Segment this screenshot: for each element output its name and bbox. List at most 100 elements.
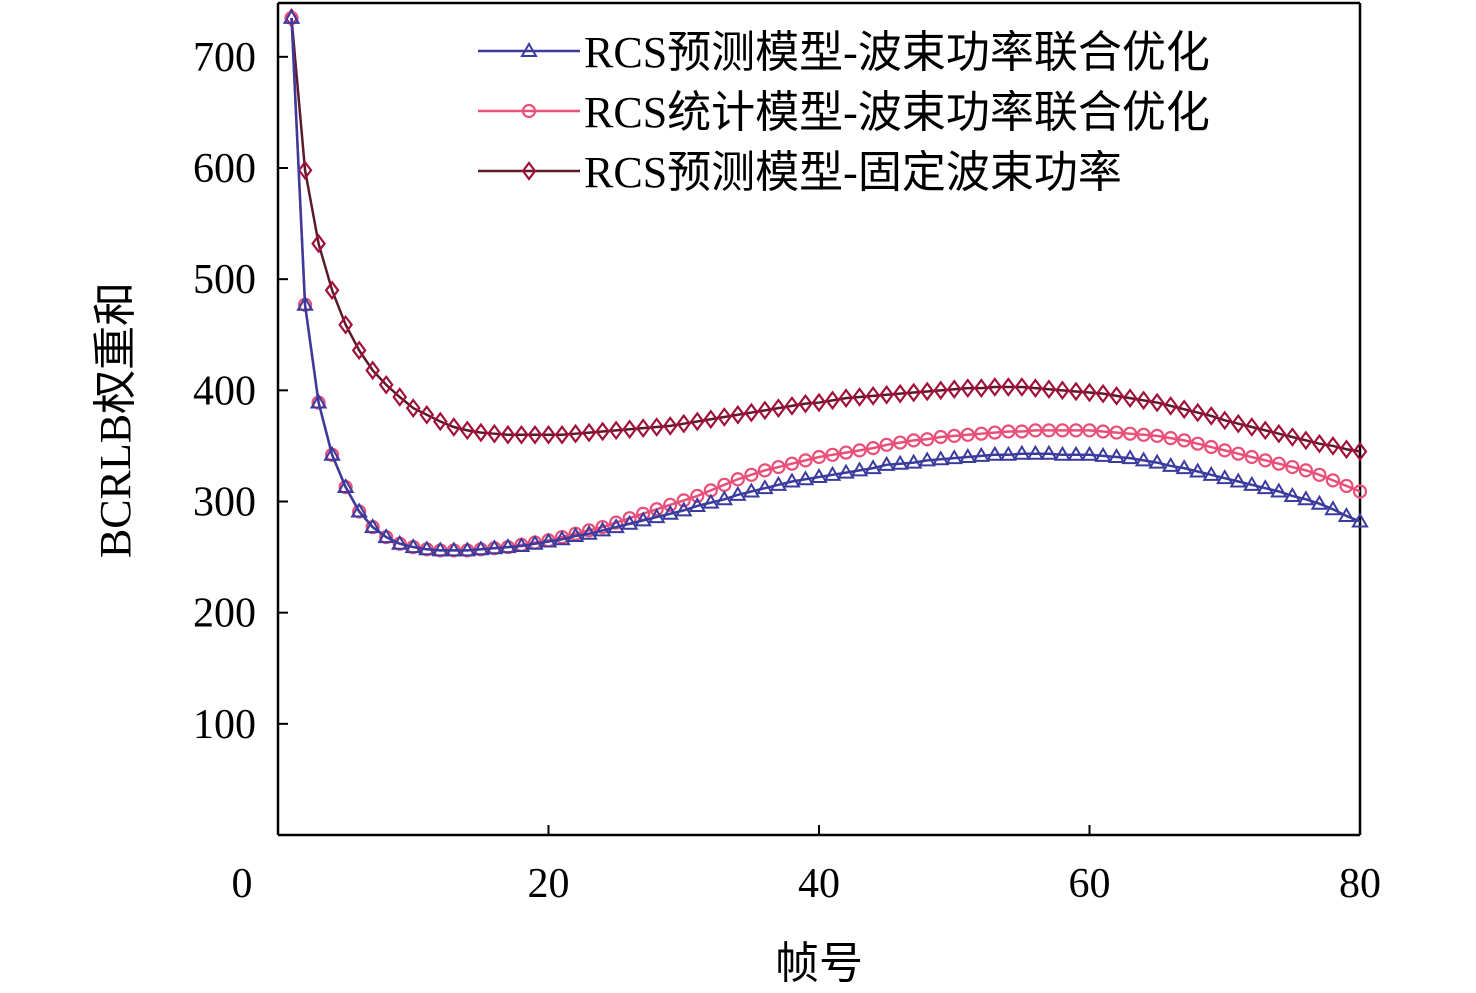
data-point-diamond bbox=[960, 378, 976, 398]
y-tick-label: 600 bbox=[193, 146, 256, 192]
data-point-triangle bbox=[1283, 486, 1302, 502]
data-point-triangle bbox=[1202, 465, 1220, 481]
data-point-circle bbox=[1271, 456, 1286, 471]
data-point-diamond bbox=[825, 390, 840, 411]
data-point-diamond bbox=[1163, 396, 1179, 416]
data-point-diamond bbox=[1230, 413, 1246, 434]
data-point-triangle bbox=[445, 541, 463, 557]
data-point-diamond bbox=[838, 388, 854, 408]
data-point-circle bbox=[825, 447, 840, 462]
data-point-triangle bbox=[1094, 446, 1112, 462]
data-point-diamond bbox=[689, 411, 705, 432]
data-point-triangle bbox=[390, 534, 409, 550]
data-point-triangle bbox=[1107, 448, 1126, 464]
data-point-diamond bbox=[635, 418, 651, 438]
data-point-diamond bbox=[1041, 379, 1057, 400]
data-point-circle bbox=[1325, 473, 1341, 488]
data-point-circle bbox=[1258, 453, 1273, 468]
data-point-diamond bbox=[906, 382, 922, 403]
data-point-triangle bbox=[309, 393, 328, 409]
data-point-circle bbox=[757, 463, 773, 478]
data-point-diamond bbox=[514, 424, 529, 445]
x-axis-label: 帧号 bbox=[775, 939, 863, 988]
data-point-triangle bbox=[999, 445, 1018, 461]
data-point-circle bbox=[933, 429, 948, 445]
data-point-diamond bbox=[311, 233, 326, 254]
data-point-triangle bbox=[593, 521, 612, 537]
data-point-triangle bbox=[796, 470, 815, 486]
data-point-triangle bbox=[580, 524, 598, 540]
data-point-diamond bbox=[662, 416, 678, 436]
data-point-triangle bbox=[526, 534, 544, 550]
data-point-triangle bbox=[918, 451, 936, 467]
data-point-diamond bbox=[473, 422, 489, 443]
data-point-circle bbox=[1231, 446, 1246, 461]
data-point-circle bbox=[1028, 423, 1043, 438]
data-point-triangle bbox=[1188, 462, 1207, 478]
data-point-triangle bbox=[363, 518, 382, 534]
data-point-diamond bbox=[527, 424, 543, 445]
data-point-diamond bbox=[852, 387, 867, 407]
data-point-circle bbox=[1285, 459, 1300, 475]
data-point-triangle bbox=[634, 511, 652, 527]
data-point-triangle bbox=[404, 538, 422, 554]
data-point-triangle bbox=[1134, 451, 1153, 467]
data-point-diamond bbox=[1203, 406, 1219, 426]
data-point-circle bbox=[893, 435, 908, 450]
data-point-diamond bbox=[500, 424, 516, 445]
data-point-triangle bbox=[458, 541, 477, 557]
data-point-circle bbox=[1068, 423, 1084, 438]
y-tick-label: 400 bbox=[193, 368, 256, 414]
data-point-diamond bbox=[757, 400, 773, 421]
data-point-circle bbox=[906, 433, 921, 448]
data-point-triangle bbox=[931, 450, 950, 466]
data-point-circle bbox=[879, 437, 894, 452]
data-point-triangle bbox=[323, 445, 341, 461]
legend-label: RCS预测模型-固定波束功率 bbox=[584, 148, 1122, 197]
data-point-triangle bbox=[1067, 445, 1085, 461]
data-point-triangle bbox=[472, 540, 490, 556]
y-tick-label: 500 bbox=[193, 257, 256, 303]
y-tick-label: 300 bbox=[193, 480, 256, 526]
data-point-triangle bbox=[1080, 445, 1099, 461]
data-point-diamond bbox=[1000, 377, 1016, 397]
data-point-diamond bbox=[595, 421, 610, 442]
data-point-diamond bbox=[1095, 383, 1111, 404]
data-point-diamond bbox=[378, 374, 394, 395]
data-point-triangle bbox=[837, 463, 855, 479]
data-point-triangle bbox=[972, 446, 991, 462]
data-point-diamond bbox=[622, 419, 638, 440]
data-point-triangle bbox=[377, 528, 395, 544]
data-point-diamond bbox=[405, 398, 421, 418]
legend: RCS预测模型-波束功率联合优化 RCS统计模型-波束功率联合优化 RCS预测模型-… bbox=[478, 28, 1210, 197]
data-point-diamond bbox=[338, 314, 353, 335]
data-point-diamond bbox=[1136, 390, 1151, 411]
legend-label: RCS统计模型-波束功率联合优化 bbox=[584, 88, 1210, 137]
data-point-circle bbox=[1136, 427, 1151, 442]
data-point-diamond bbox=[1312, 433, 1327, 454]
data-point-triangle bbox=[1337, 506, 1356, 522]
data-point-circle bbox=[1095, 424, 1111, 439]
data-point-triangle bbox=[647, 508, 666, 524]
data-point-triangle bbox=[418, 540, 436, 556]
data-point-diamond bbox=[1014, 377, 1030, 397]
data-point-diamond bbox=[432, 411, 448, 432]
data-point-diamond bbox=[1149, 392, 1165, 413]
data-point-triangle bbox=[1324, 500, 1342, 516]
data-point-circle bbox=[609, 515, 624, 530]
data-point-diamond bbox=[744, 402, 759, 423]
data-point-diamond bbox=[1109, 386, 1124, 406]
data-point-triangle bbox=[742, 482, 761, 498]
data-point-circle bbox=[1217, 443, 1232, 458]
data-point-circle bbox=[920, 432, 935, 447]
legend-marker-diamond bbox=[521, 161, 537, 181]
data-point-circle bbox=[1177, 433, 1192, 448]
data-point-diamond bbox=[1285, 427, 1300, 447]
data-point-circle bbox=[852, 443, 867, 458]
data-point-triangle bbox=[850, 461, 869, 477]
data-point-diamond bbox=[1068, 381, 1084, 402]
data-point-diamond bbox=[919, 381, 935, 402]
data-point-diamond bbox=[811, 392, 827, 413]
data-point-triangle bbox=[756, 479, 774, 495]
legend-marker-triangle bbox=[520, 42, 538, 57]
